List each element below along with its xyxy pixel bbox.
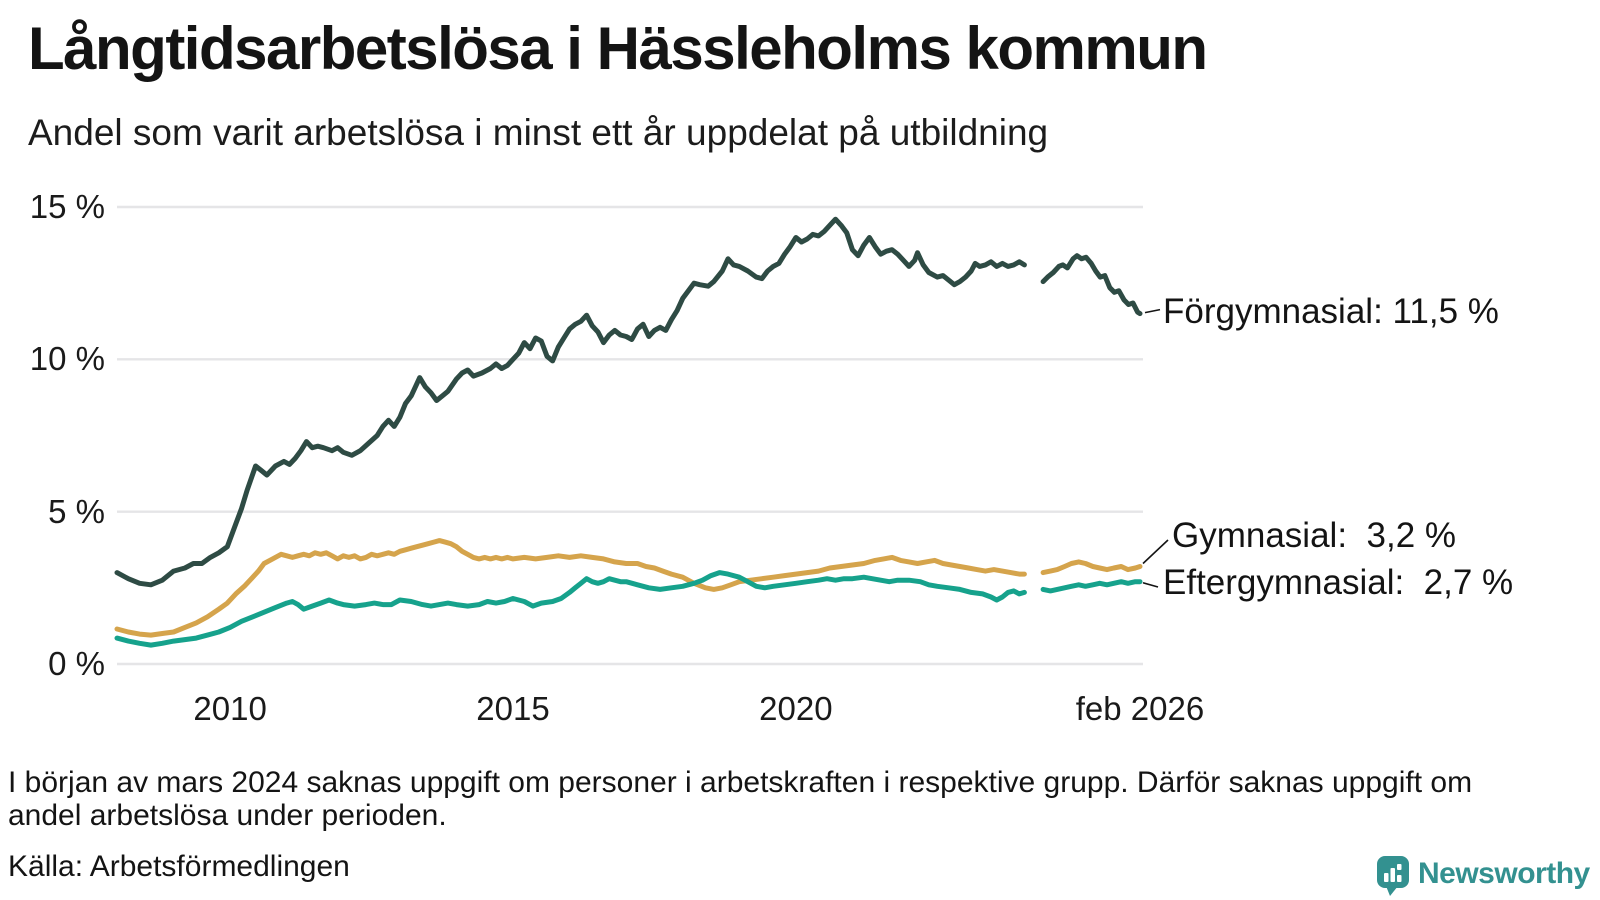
series-end-label-eftergymnasial: Eftergymnasial: 2,7 % (1163, 563, 1514, 602)
y-tick-label: 10 % (29, 340, 105, 378)
x-tick-label: 2010 (193, 690, 267, 727)
annotation-connector (1144, 308, 1161, 314)
x-tick-label: 2015 (476, 690, 550, 727)
series-line-gymnasial (1040, 559, 1143, 576)
series-line-förgymnasial (114, 216, 1027, 588)
series-line-eftergymnasial (1040, 579, 1143, 594)
series-end-label-gymnasial: Gymnasial: 3,2 % (1172, 516, 1456, 555)
source-label: Källa: Arbetsförmedlingen (8, 850, 350, 883)
newsworthy-logo: Newsworthy (1376, 852, 1590, 896)
series-line-eftergymnasial (114, 570, 1027, 648)
x-tick-label: feb 2026 (1075, 690, 1205, 727)
series-line-gymnasial (114, 538, 1027, 638)
annotation-connector (1142, 539, 1169, 565)
series-end-label-forgymnasial: Förgymnasial: 11,5 % (1163, 292, 1499, 331)
series-line-förgymnasial (1040, 253, 1143, 317)
y-tick-label: 15 % (29, 188, 105, 225)
x-tick-label: 2020 (759, 690, 833, 727)
newsworthy-chart-bubble-icon (1377, 856, 1409, 896)
y-tick-label: 0 % (48, 645, 105, 682)
page-subtitle: Andel som varit arbetslösa i minst ett å… (28, 112, 1049, 153)
page-title: Långtidsarbetslösa i Hässleholms kommun (28, 15, 1208, 82)
newsworthy-wordmark: Newsworthy (1418, 857, 1590, 890)
footnote: I början av mars 2024 saknas uppgift om … (8, 766, 1473, 832)
y-tick-label: 5 % (48, 492, 105, 530)
annotation-connector (1142, 581, 1159, 588)
